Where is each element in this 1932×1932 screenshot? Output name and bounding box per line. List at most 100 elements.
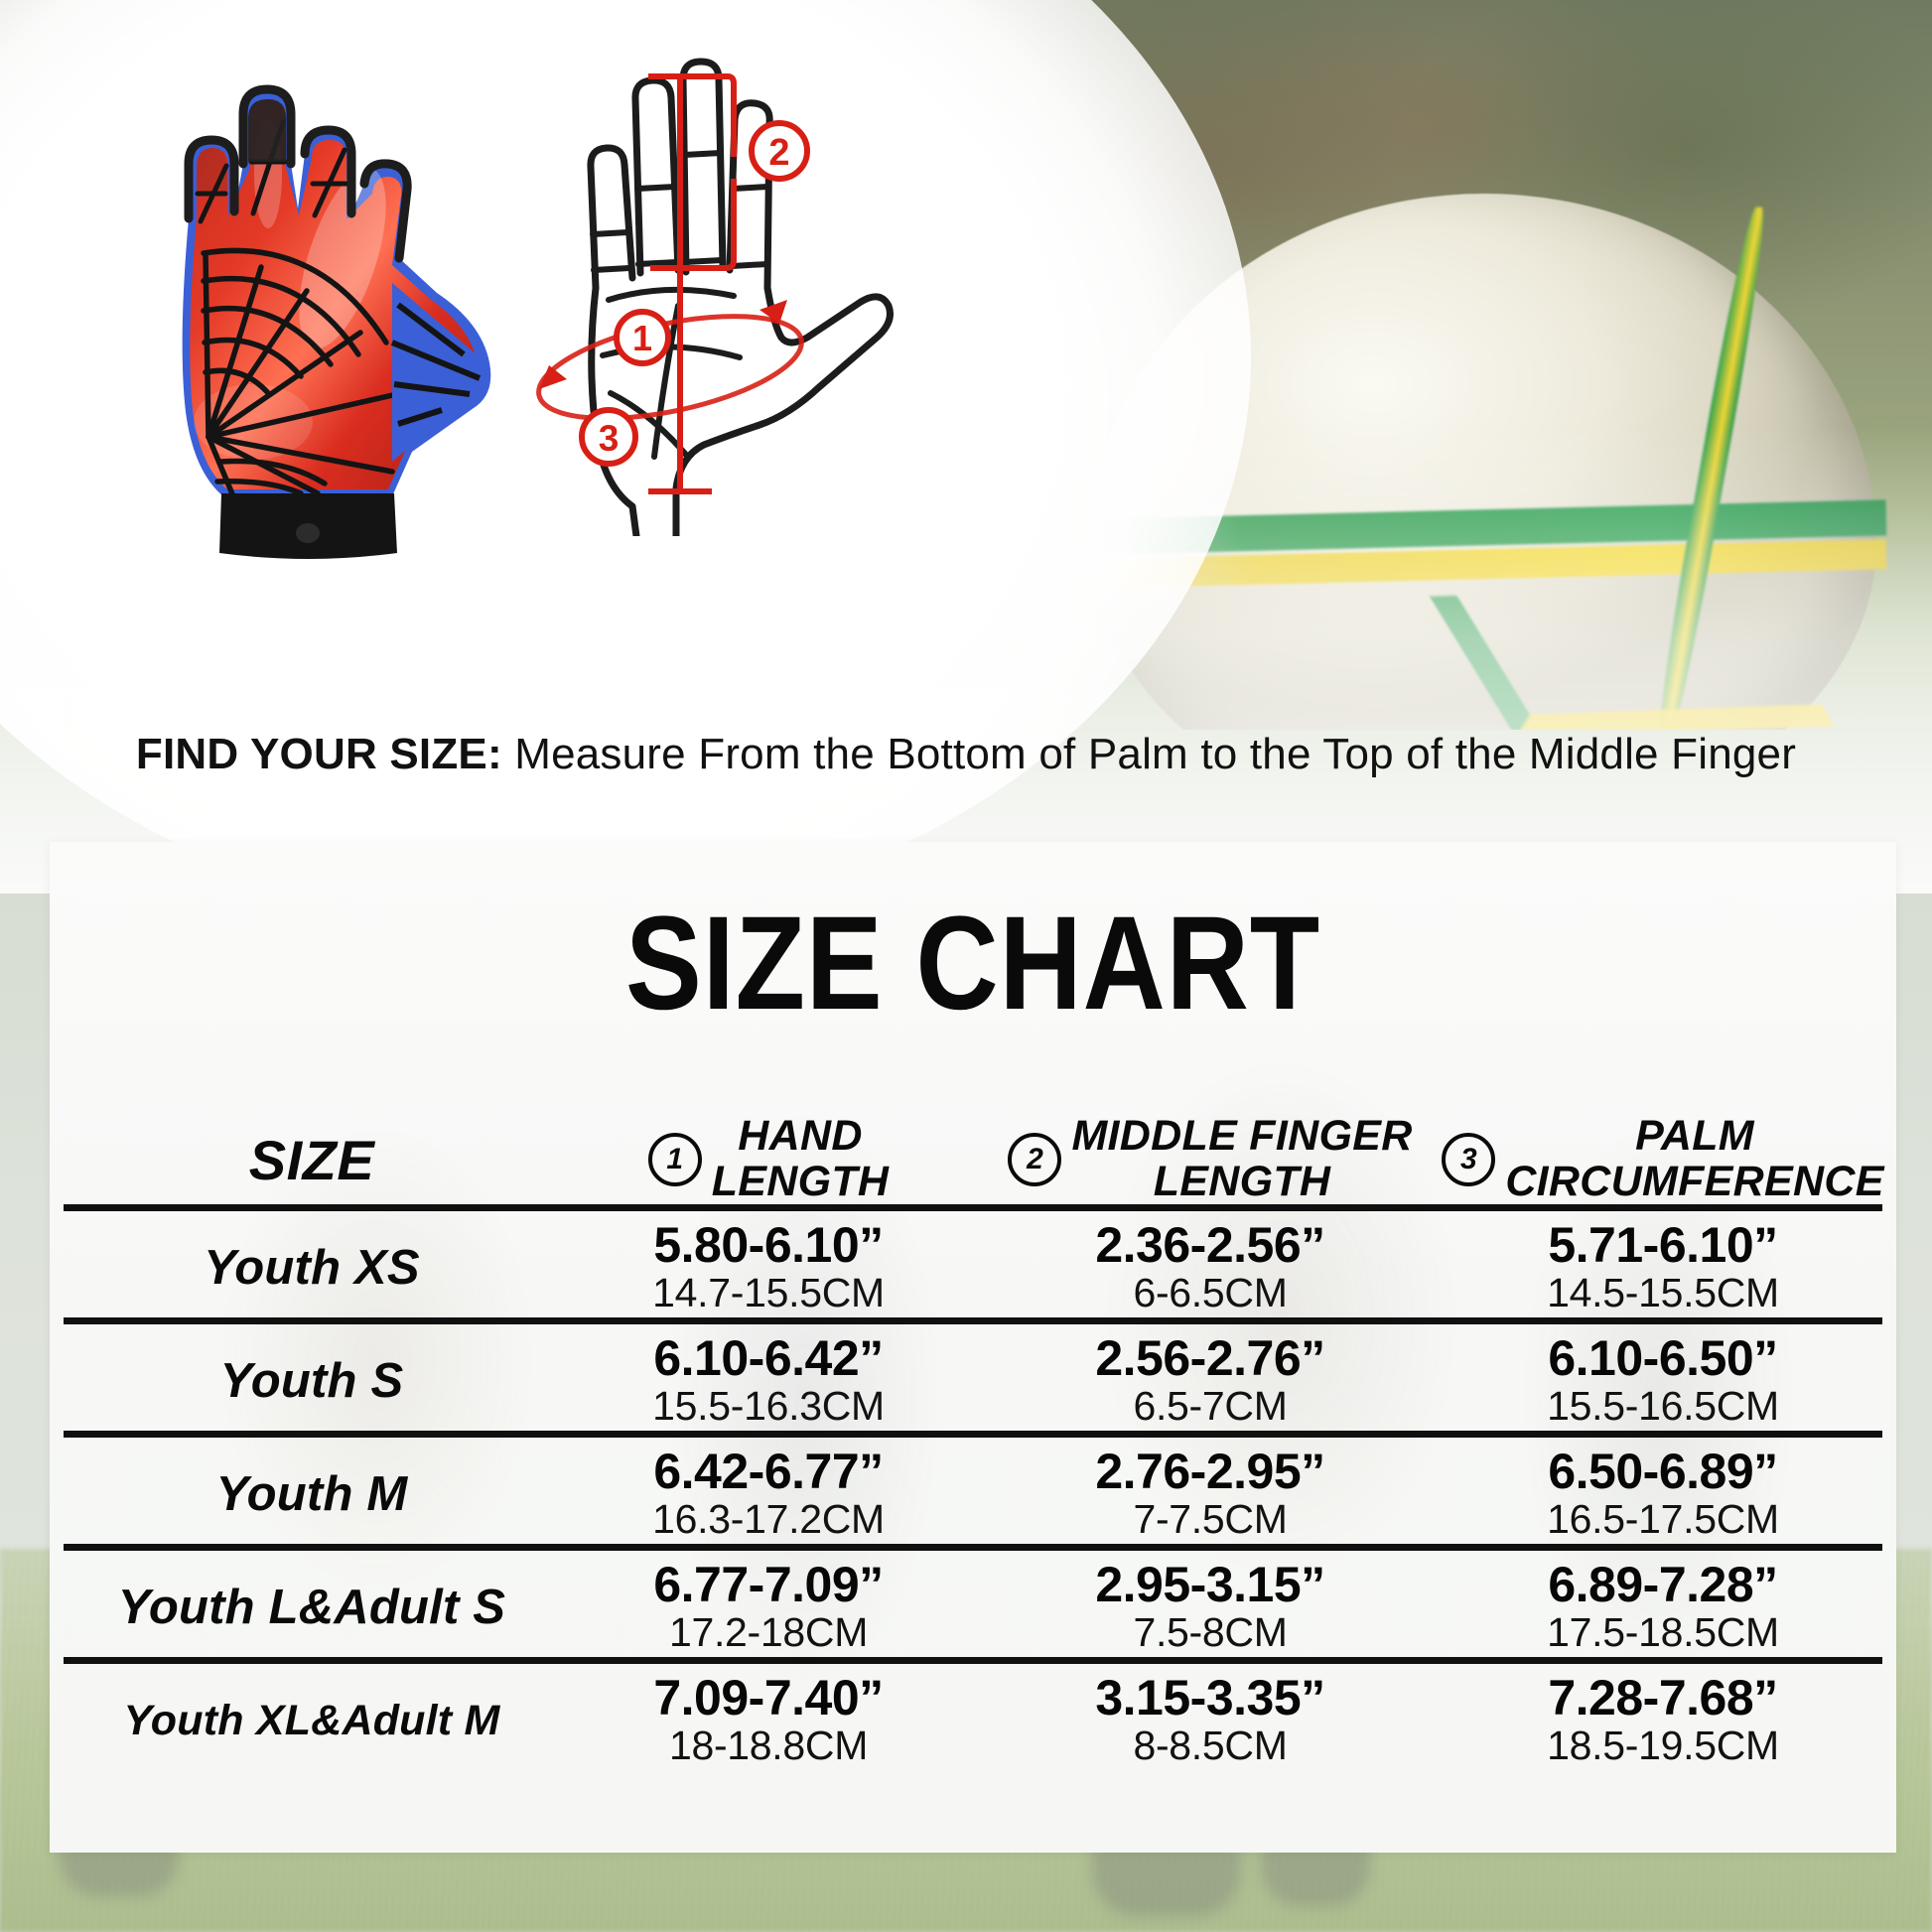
cell-middle-finger: 2.76-2.95” 7-7.5CM [977, 1443, 1444, 1542]
table-row: Youth S 6.10-6.42” 15.5-16.3CM 2.56-2.76… [64, 1324, 1882, 1438]
svg-text:1: 1 [632, 318, 652, 358]
marker-1-icon: 1 [647, 1133, 702, 1186]
svg-text:2: 2 [768, 132, 789, 174]
value-cm: 17.2-18CM [668, 1608, 869, 1655]
header-divider [64, 1204, 1882, 1211]
cell-palm-circumference: 6.50-6.89” 16.5-17.5CM [1444, 1443, 1882, 1542]
value-inches: 6.42-6.77” [653, 1443, 884, 1499]
size-label: Youth L&Adult S [117, 1581, 506, 1634]
value-cm: 15.5-16.5CM [1547, 1382, 1779, 1429]
header-line-1: PALM [1635, 1112, 1754, 1161]
svg-text:3: 3 [599, 418, 620, 459]
value-cm: 14.7-15.5CM [652, 1269, 885, 1315]
hand-measurement-diagram: 1 2 3 [491, 40, 908, 540]
header-line-1: HAND [738, 1112, 863, 1161]
cell-hand-length: 6.77-7.09” 17.2-18CM [560, 1559, 977, 1655]
glove-cuff-button [296, 523, 320, 543]
header-line-2: LENGTH [1153, 1158, 1331, 1205]
cell-hand-length: 6.42-6.77” 16.3-17.2CM [560, 1443, 977, 1542]
cell-middle-finger: 2.36-2.56” 6-6.5CM [977, 1216, 1444, 1315]
value-inches: 6.10-6.50” [1548, 1329, 1778, 1386]
header-hand-length-label: HAND LENGTH [712, 1114, 890, 1204]
value-cm: 6-6.5CM [1133, 1269, 1288, 1315]
hand-diagram-illustration: 1 2 3 [536, 58, 894, 540]
value-inches: 2.56-2.76” [1095, 1329, 1325, 1386]
value-cm: 15.5-16.3CM [652, 1382, 885, 1429]
size-label: Youth M [215, 1467, 408, 1521]
hand-outline [587, 58, 894, 540]
size-chart-panel: SIZE CHART SIZE 1 HAND LENGTH [50, 842, 1896, 1853]
palm-circumference-ellipse [536, 314, 804, 421]
cell-size: Youth M [64, 1466, 560, 1522]
header-cell-size: SIZE [64, 1128, 560, 1192]
size-label: Youth XL&Adult M [123, 1696, 500, 1744]
marker-3-icon: 3 [1442, 1133, 1496, 1186]
header-palm-circumference-label: PALM CIRCUMFERENCE [1505, 1114, 1883, 1204]
table-row: Youth L&Adult S 6.77-7.09” 17.2-18CM 2.9… [64, 1551, 1882, 1664]
header-cell-palm-circumference: 3 PALM CIRCUMFERENCE [1442, 1114, 1883, 1204]
glove-gloss [299, 168, 386, 348]
marker-3: 3 [579, 407, 638, 467]
tagline-strong: FIND YOUR SIZE: [135, 730, 502, 778]
value-inches: 6.10-6.42” [653, 1329, 884, 1386]
value-inches: 7.28-7.68” [1548, 1669, 1778, 1725]
cell-size: Youth L&Adult S [64, 1580, 560, 1635]
header-line-2: LENGTH [711, 1158, 890, 1205]
value-cm: 18.5-19.5CM [1547, 1722, 1779, 1768]
size-label: Youth S [219, 1354, 404, 1408]
marker-2-icon: 2 [1008, 1133, 1062, 1186]
value-cm: 14.5-15.5CM [1547, 1269, 1779, 1315]
marker-1: 1 [614, 309, 671, 366]
cell-hand-length: 7.09-7.40” 18-18.8CM [560, 1672, 977, 1768]
size-chart-table: SIZE 1 HAND LENGTH 2 MIDDL [64, 1108, 1883, 1777]
panel-ghost-image [50, 842, 1896, 1853]
value-cm: 7-7.5CM [1133, 1495, 1288, 1542]
value-inches: 2.36-2.56” [1095, 1216, 1325, 1273]
cell-middle-finger: 2.56-2.76” 6.5-7CM [977, 1329, 1444, 1429]
glove-photo [94, 45, 511, 561]
header-line-1: MIDDLE FINGER [1071, 1112, 1413, 1161]
circumference-arrow-left [539, 365, 567, 389]
cell-palm-circumference: 5.71-6.10” 14.5-15.5CM [1444, 1216, 1882, 1315]
cell-middle-finger: 2.95-3.15” 7.5-8CM [977, 1556, 1444, 1655]
header-cell-hand-length: 1 HAND LENGTH [560, 1114, 977, 1204]
cell-palm-circumference: 6.89-7.28” 17.5-18.5CM [1444, 1556, 1882, 1655]
find-your-size-tagline: FIND YOUR SIZE: Measure From the Bottom … [0, 730, 1932, 779]
value-cm: 18-18.8CM [668, 1722, 869, 1768]
marker-2: 2 [749, 120, 810, 182]
value-inches: 6.50-6.89” [1548, 1443, 1778, 1499]
cell-size: Youth XL&Adult M [64, 1697, 560, 1745]
value-inches: 2.95-3.15” [1095, 1556, 1325, 1612]
cell-hand-length: 5.80-6.10” 14.7-15.5CM [560, 1216, 977, 1315]
value-cm: 6.5-7CM [1133, 1382, 1288, 1429]
table-row: Youth XS 5.80-6.10” 14.7-15.5CM 2.36-2.5… [64, 1211, 1882, 1324]
header-middle-finger-label: MIDDLE FINGER LENGTH [1071, 1114, 1412, 1204]
value-cm: 8-8.5CM [1133, 1722, 1288, 1768]
value-inches: 3.15-3.35” [1095, 1669, 1325, 1725]
cell-size: Youth XS [64, 1240, 560, 1296]
glove-dark-fingertip [197, 148, 227, 194]
table-header-row: SIZE 1 HAND LENGTH 2 MIDDL [64, 1108, 1883, 1211]
header-size-label: SIZE [248, 1128, 375, 1191]
value-cm: 16.5-17.5CM [1547, 1495, 1779, 1542]
page-title: SIZE CHART [624, 890, 1321, 1037]
cell-size: Youth S [64, 1353, 560, 1409]
value-inches: 2.76-2.95” [1095, 1443, 1325, 1499]
spider-web-pattern [201, 247, 400, 496]
value-inches: 5.71-6.10” [1548, 1216, 1778, 1273]
row-divider [64, 1544, 1882, 1551]
cell-palm-circumference: 7.28-7.68” 18.5-19.5CM [1444, 1669, 1882, 1768]
value-inches: 5.80-6.10” [653, 1216, 884, 1273]
value-inches: 6.89-7.28” [1548, 1556, 1778, 1612]
tagline-rest: Measure From the Bottom of Palm to the T… [501, 730, 1797, 778]
glove-outline [184, 84, 412, 263]
middle-finger-bracket-bottom [650, 179, 737, 271]
cell-hand-length: 6.10-6.42” 15.5-16.3CM [560, 1329, 977, 1429]
middle-finger-bracket-top [650, 73, 737, 157]
value-cm: 17.5-18.5CM [1547, 1608, 1779, 1655]
size-label: Youth XS [204, 1241, 420, 1295]
table-row: Youth M 6.42-6.77” 16.3-17.2CM 2.76-2.95… [64, 1438, 1882, 1551]
cell-palm-circumference: 6.10-6.50” 15.5-16.5CM [1444, 1329, 1882, 1429]
row-divider [64, 1317, 1882, 1324]
